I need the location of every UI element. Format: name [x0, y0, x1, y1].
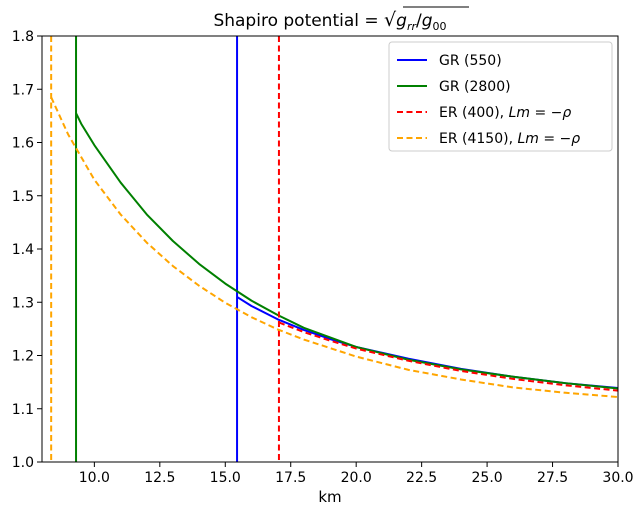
- y-tick-label: 1.7: [12, 82, 34, 98]
- x-tick-label: 22.5: [406, 470, 437, 486]
- x-tick-label: 25.0: [472, 470, 503, 486]
- chart-title-prefix: Shapiro potential =: [213, 11, 384, 31]
- x-tick-label: 10.0: [79, 470, 110, 486]
- chart-title: Shapiro potential = √grr/g00: [213, 6, 469, 33]
- legend-label: ER (4150), Lm = −ρ: [439, 131, 580, 147]
- title-num-sub: rr: [407, 20, 418, 33]
- x-tick-label: 20.0: [341, 470, 372, 486]
- x-tick-label: 12.5: [144, 470, 175, 486]
- y-tick-label: 1.0: [12, 455, 34, 471]
- y-axis: 1.0 1.1 1.2 1.3 1.4 1.5 1.6 1.7 1.8: [12, 29, 42, 471]
- x-tick-label: 15.0: [210, 470, 241, 486]
- series-2-curve: [75, 112, 618, 390]
- x-axis: 10.0 12.5 15.0 17.5 20.0 22.5 25.0 27.5 30.0: [79, 462, 634, 486]
- title-den-base: g: [422, 11, 433, 31]
- y-tick-label: 1.4: [12, 242, 34, 258]
- legend-label-name: GR (2800): [439, 79, 511, 95]
- legend-label-name: ER (4150),: [439, 131, 517, 147]
- title-num-base: g: [396, 11, 407, 31]
- series-4-curve: [50, 96, 618, 399]
- legend-label-math: Lm = −ρ: [517, 131, 580, 147]
- series-layer: [50, 36, 618, 462]
- x-tick-label: 30.0: [602, 470, 633, 486]
- series-3-curve: [278, 321, 618, 392]
- legend-label: GR (2800): [439, 79, 511, 95]
- legend-label-math: Lm = −ρ: [509, 105, 572, 121]
- legend-label: GR (550): [439, 53, 502, 69]
- y-tick-label: 1.3: [12, 295, 34, 311]
- y-tick-label: 1.6: [12, 136, 34, 152]
- legend-box: [388, 41, 613, 152]
- legend-label-name: GR (550): [439, 53, 502, 69]
- x-axis-label: km: [318, 488, 341, 506]
- y-tick-label: 1.5: [12, 189, 34, 205]
- sqrt-radical: √: [384, 9, 397, 31]
- title-den-sub: 00: [433, 20, 447, 33]
- y-tick-label: 1.2: [12, 349, 34, 365]
- x-tick-label: 27.5: [537, 470, 568, 486]
- y-tick-label: 1.1: [12, 402, 34, 418]
- x-tick-label: 17.5: [275, 470, 306, 486]
- svg-text:Shapiro potential = √grr/g00: Shapiro potential = √grr/g00: [213, 9, 446, 33]
- y-tick-label: 1.8: [12, 29, 34, 45]
- title-slash: /: [416, 11, 422, 31]
- legend-label: ER (400), Lm = −ρ: [439, 105, 571, 121]
- legend: GR (550)GR (2800)ER (400), Lm = −ρER (41…: [388, 41, 613, 152]
- legend-label-name: ER (400),: [439, 105, 509, 121]
